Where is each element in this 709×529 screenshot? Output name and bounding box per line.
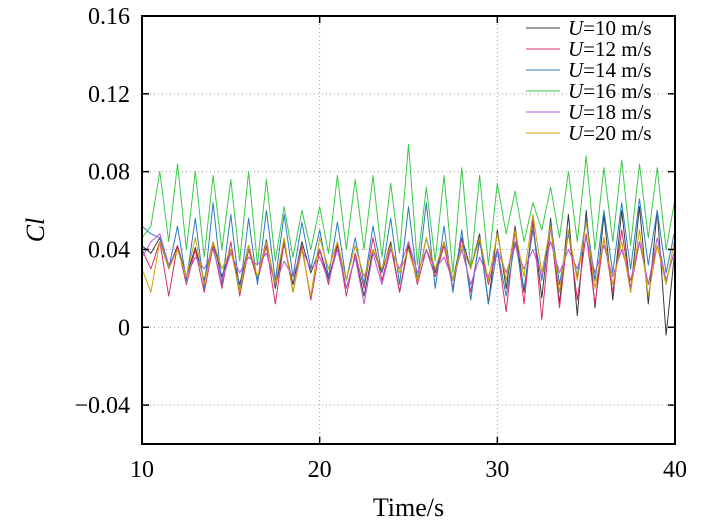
series-line-1 xyxy=(141,206,676,336)
x-tick-label: 30 xyxy=(485,457,509,483)
y-tick-label: 0.16 xyxy=(88,4,130,30)
y-tick-label: 0.08 xyxy=(88,160,130,186)
series-line-3 xyxy=(141,198,676,305)
legend-label: U=10 m/s xyxy=(568,16,652,40)
legend-label: U=12 m/s xyxy=(568,37,652,61)
series-lines xyxy=(141,143,676,336)
legend-label: U=18 m/s xyxy=(568,100,652,124)
legend-label: U=14 m/s xyxy=(568,58,652,82)
y-tick-label: 0.04 xyxy=(88,237,130,263)
axis-ticks: 10 20 30 40 −0.04 0 0.04 0.08 0.12 0.16 xyxy=(74,4,687,483)
series-line-5 xyxy=(141,233,676,305)
x-axis-title: Time/s xyxy=(373,493,444,522)
y-tick-label: 0.12 xyxy=(88,82,130,108)
series-line-6 xyxy=(141,213,676,297)
y-tick-label: −0.04 xyxy=(74,393,130,419)
series-line-4 xyxy=(141,143,676,274)
x-tick-label: 20 xyxy=(308,457,332,483)
x-tick-label: 40 xyxy=(663,457,687,483)
legend: U=10 m/sU=12 m/sU=14 m/sU=16 m/sU=18 m/s… xyxy=(526,16,652,145)
y-axis-title: Cl xyxy=(21,218,50,243)
y-tick-label: 0 xyxy=(118,315,130,341)
legend-label: U=16 m/s xyxy=(568,79,652,103)
legend-label: U=20 m/s xyxy=(568,121,652,145)
plot-frame xyxy=(141,15,676,445)
x-tick-label: 10 xyxy=(130,457,154,483)
